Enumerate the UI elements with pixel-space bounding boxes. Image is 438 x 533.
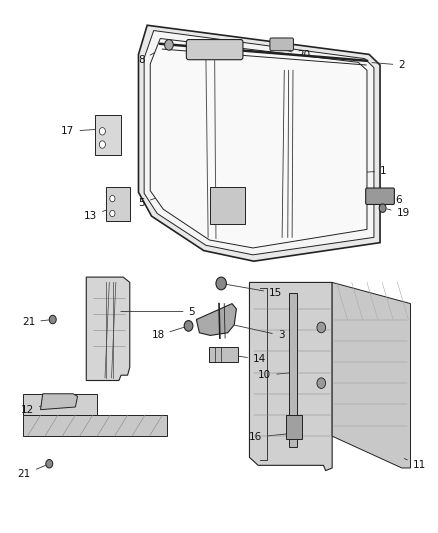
- Polygon shape: [23, 415, 167, 436]
- Text: 20: 20: [285, 50, 311, 60]
- Polygon shape: [289, 293, 297, 447]
- Text: 5: 5: [121, 306, 195, 317]
- Text: 16: 16: [248, 432, 288, 442]
- Polygon shape: [86, 277, 130, 381]
- PathPatch shape: [144, 30, 374, 255]
- Text: 15: 15: [224, 284, 283, 298]
- Circle shape: [99, 141, 106, 148]
- Circle shape: [46, 459, 53, 468]
- FancyBboxPatch shape: [270, 38, 293, 51]
- Text: 6: 6: [383, 195, 402, 205]
- Text: 18: 18: [152, 327, 186, 341]
- FancyBboxPatch shape: [186, 39, 243, 60]
- Circle shape: [165, 39, 173, 50]
- Text: 3: 3: [224, 323, 284, 341]
- Text: 13: 13: [84, 206, 116, 221]
- Circle shape: [379, 204, 386, 213]
- PathPatch shape: [196, 304, 237, 335]
- Text: 14: 14: [226, 354, 266, 364]
- Polygon shape: [41, 394, 78, 410]
- Circle shape: [110, 196, 115, 202]
- FancyBboxPatch shape: [366, 188, 394, 205]
- Bar: [106, 187, 130, 221]
- Text: 1: 1: [344, 166, 387, 176]
- Bar: [210, 187, 245, 224]
- Text: 19: 19: [387, 208, 410, 219]
- Text: 11: 11: [404, 458, 426, 470]
- Text: 12: 12: [21, 402, 55, 415]
- Text: 21: 21: [22, 317, 50, 327]
- Polygon shape: [367, 192, 391, 201]
- Text: 8: 8: [138, 46, 166, 64]
- Circle shape: [49, 316, 56, 324]
- Text: 21: 21: [18, 465, 47, 479]
- Circle shape: [110, 211, 115, 216]
- Text: 5: 5: [138, 193, 171, 208]
- Circle shape: [184, 320, 193, 331]
- Circle shape: [317, 322, 325, 333]
- Bar: [209, 347, 238, 362]
- Bar: [286, 415, 302, 439]
- Text: 17: 17: [61, 126, 105, 136]
- Circle shape: [317, 378, 325, 389]
- Text: 7: 7: [177, 88, 198, 108]
- Circle shape: [99, 127, 106, 135]
- Bar: [95, 115, 121, 155]
- Polygon shape: [250, 282, 332, 471]
- Polygon shape: [332, 282, 410, 468]
- Text: 2: 2: [372, 60, 405, 70]
- Polygon shape: [23, 394, 97, 415]
- PathPatch shape: [138, 25, 380, 261]
- Circle shape: [216, 277, 226, 290]
- PathPatch shape: [150, 38, 367, 248]
- Text: 10: 10: [258, 370, 290, 380]
